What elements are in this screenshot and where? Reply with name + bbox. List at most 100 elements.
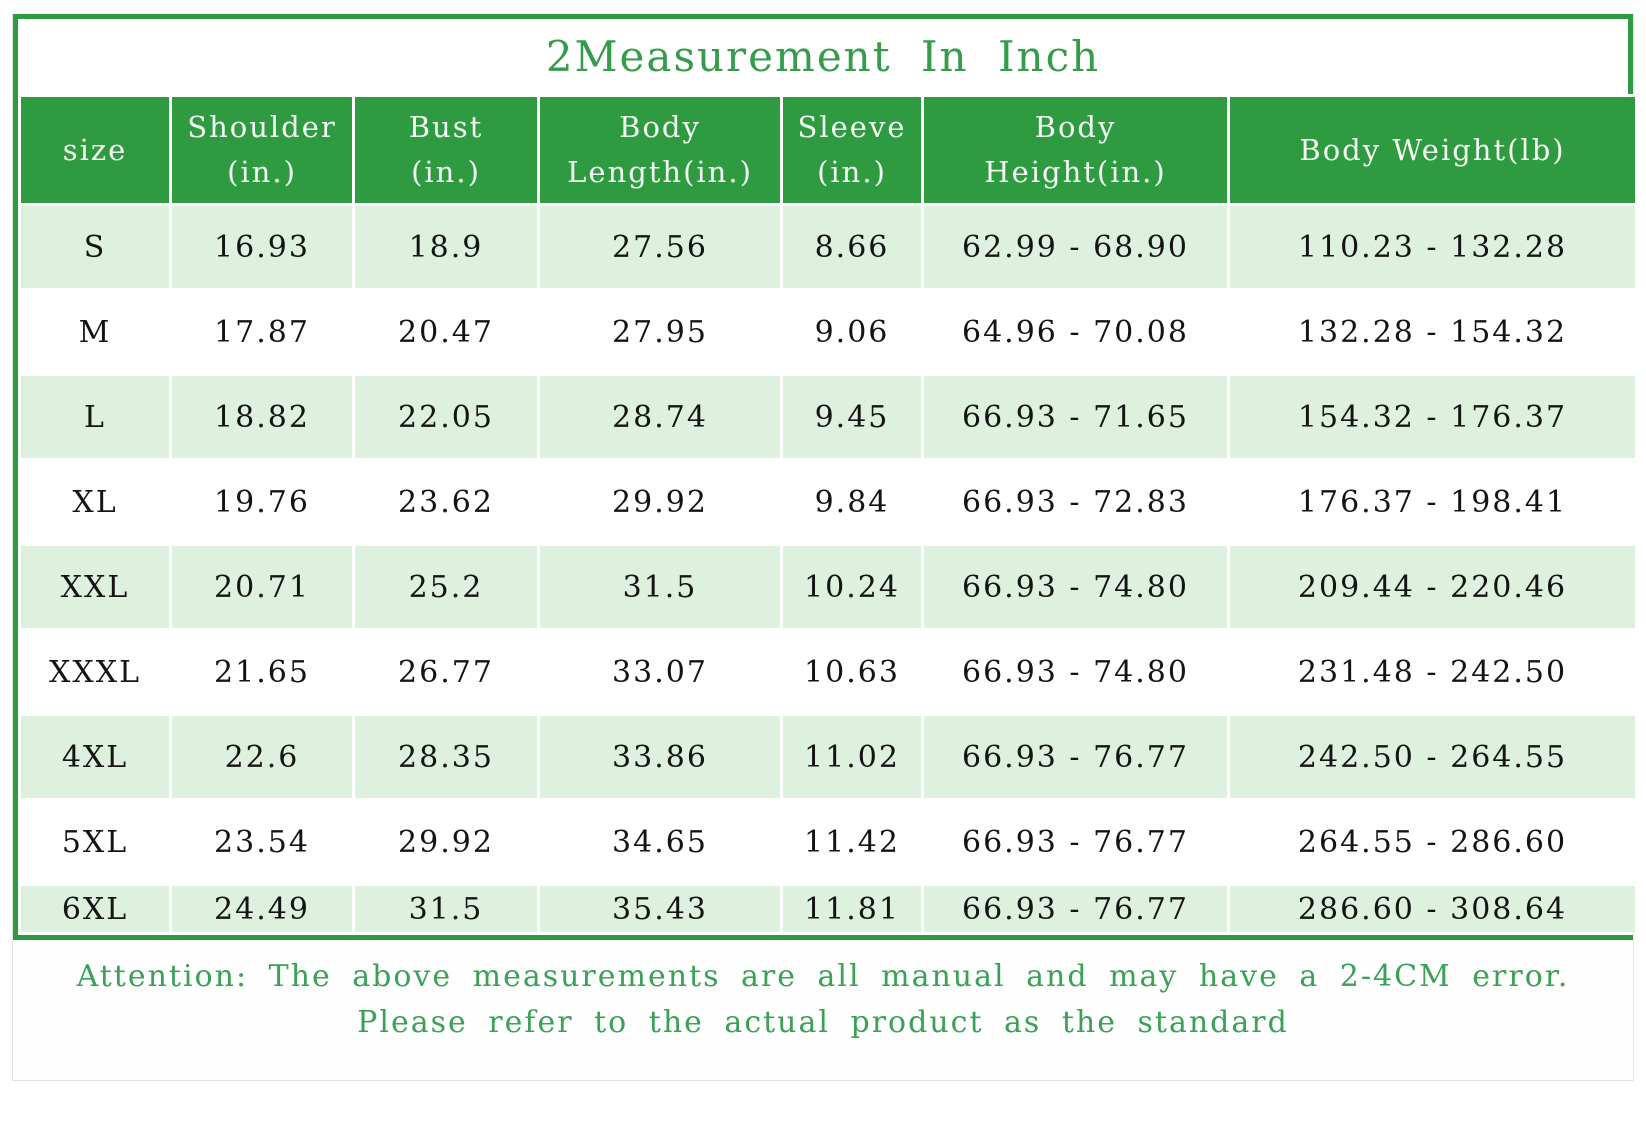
body-height-cell: 66.93 - 76.77 <box>924 716 1227 798</box>
header-line: Bust <box>408 110 484 145</box>
body-weight-cell: 264.55 - 286.60 <box>1230 801 1635 883</box>
sleeve-cell: 10.63 <box>783 631 921 713</box>
header-line: (in.) <box>817 155 887 189</box>
body-length-cell: 34.65 <box>540 801 780 883</box>
attention-line-1: Attention: The above measurements are al… <box>76 959 1570 994</box>
sleeve-cell: 11.02 <box>783 716 921 798</box>
shoulder-cell: 21.65 <box>172 631 352 713</box>
bust-cell: 18.9 <box>355 206 537 288</box>
shoulder-cell: 22.6 <box>172 716 352 798</box>
page-title: 2Measurement In Inch <box>545 32 1101 81</box>
header-line: (in.) <box>411 155 481 189</box>
header-body-length: Body Length(in.) <box>540 97 780 203</box>
sleeve-cell: 9.06 <box>783 291 921 373</box>
body-height-cell: 66.93 - 74.80 <box>924 546 1227 628</box>
header-line: Body <box>1034 110 1117 145</box>
bust-cell: 20.47 <box>355 291 537 373</box>
chart-title-row: 2Measurement In Inch <box>18 19 1628 94</box>
body-weight-cell: 242.50 - 264.55 <box>1230 716 1635 798</box>
header-sleeve: Sleeve (in.) <box>783 97 921 203</box>
sleeve-cell: 11.81 <box>783 886 921 932</box>
body-height-cell: 66.93 - 74.80 <box>924 631 1227 713</box>
bust-cell: 28.35 <box>355 716 537 798</box>
header-body-height: Body Height(in.) <box>924 97 1227 203</box>
bust-cell: 25.2 <box>355 546 537 628</box>
size-chart-image-frame: 2Measurement In Inch size Shoulde <box>12 14 1638 1081</box>
bust-cell: 23.62 <box>355 461 537 543</box>
shoulder-cell: 19.76 <box>172 461 352 543</box>
body-weight-cell: 231.48 - 242.50 <box>1230 631 1635 713</box>
body-length-cell: 29.92 <box>540 461 780 543</box>
header-line: (in.) <box>227 155 297 189</box>
body-weight-cell: 110.23 - 132.28 <box>1230 206 1635 288</box>
body-length-cell: 31.5 <box>540 546 780 628</box>
body-length-cell: 33.86 <box>540 716 780 798</box>
size-chart-box: 2Measurement In Inch size Shoulde <box>13 14 1638 940</box>
body-weight-cell: 209.44 - 220.46 <box>1230 546 1635 628</box>
size-cell: 6XL <box>21 886 169 932</box>
header-line: Body <box>619 110 701 145</box>
body-height-cell: 66.93 - 71.65 <box>924 376 1227 458</box>
header-bust: Bust (in.) <box>355 97 537 203</box>
body-weight-cell: 176.37 - 198.41 <box>1230 461 1635 543</box>
shoulder-cell: 17.87 <box>172 291 352 373</box>
body-length-cell: 35.43 <box>540 886 780 932</box>
sleeve-cell: 8.66 <box>783 206 921 288</box>
header-line: size <box>62 132 128 167</box>
sleeve-cell: 10.24 <box>783 546 921 628</box>
body-height-cell: 62.99 - 68.90 <box>924 206 1227 288</box>
attention-line-2: Please refer to the actual product as th… <box>357 1005 1289 1040</box>
shoulder-cell: 20.71 <box>172 546 352 628</box>
size-cell: XXL <box>21 546 169 628</box>
body-weight-cell: 154.32 - 176.37 <box>1230 376 1635 458</box>
size-cell: XXXL <box>21 631 169 713</box>
table-row-5xl: 5XL 23.54 29.92 34.65 11.42 66.93 - 76.7… <box>21 801 1635 883</box>
table-row-xxl: XXL 20.71 25.2 31.5 10.24 66.93 - 74.80 … <box>21 546 1635 628</box>
size-cell: L <box>21 376 169 458</box>
table-row-xxxl: XXXL 21.65 26.77 33.07 10.63 66.93 - 74.… <box>21 631 1635 713</box>
size-cell: M <box>21 291 169 373</box>
table-row-s: S 16.93 18.9 27.56 8.66 62.99 - 68.90 11… <box>21 206 1635 288</box>
header-shoulder: Shoulder (in.) <box>172 97 352 203</box>
shoulder-cell: 18.82 <box>172 376 352 458</box>
size-cell: 4XL <box>21 716 169 798</box>
bust-cell: 26.77 <box>355 631 537 713</box>
bust-cell: 22.05 <box>355 376 537 458</box>
header-line: Sleeve <box>797 110 907 145</box>
sleeve-cell: 9.84 <box>783 461 921 543</box>
header-body-weight: Body Weight(lb) <box>1230 97 1635 203</box>
sleeve-cell: 9.45 <box>783 376 921 458</box>
size-cell: 5XL <box>21 801 169 883</box>
table-row-6xl: 6XL 24.49 31.5 35.43 11.81 66.93 - 76.77… <box>21 886 1635 932</box>
body-height-cell: 66.93 - 76.77 <box>924 886 1227 932</box>
header-line: Length(in.) <box>567 155 753 189</box>
header-row: size Shoulder (in.) Bust (in.) Body <box>21 97 1635 203</box>
table-row-l: L 18.82 22.05 28.74 9.45 66.93 - 71.65 1… <box>21 376 1635 458</box>
body-length-cell: 27.56 <box>540 206 780 288</box>
shoulder-cell: 23.54 <box>172 801 352 883</box>
table-row-m: M 17.87 20.47 27.95 9.06 64.96 - 70.08 1… <box>21 291 1635 373</box>
body-length-cell: 27.95 <box>540 291 780 373</box>
body-length-cell: 33.07 <box>540 631 780 713</box>
table-row-4xl: 4XL 22.6 28.35 33.86 11.02 66.93 - 76.77… <box>21 716 1635 798</box>
header-size: size <box>21 97 169 203</box>
size-cell: S <box>21 206 169 288</box>
header-line: Shoulder <box>187 110 337 145</box>
table-row-xl: XL 19.76 23.62 29.92 9.84 66.93 - 72.83 … <box>21 461 1635 543</box>
bust-cell: 29.92 <box>355 801 537 883</box>
shoulder-cell: 16.93 <box>172 206 352 288</box>
sleeve-cell: 11.42 <box>783 801 921 883</box>
body-height-cell: 66.93 - 72.83 <box>924 461 1227 543</box>
size-table-body: S 16.93 18.9 27.56 8.66 62.99 - 68.90 11… <box>21 206 1635 932</box>
shoulder-cell: 24.49 <box>172 886 352 932</box>
bust-cell: 31.5 <box>355 886 537 932</box>
body-weight-cell: 132.28 - 154.32 <box>1230 291 1635 373</box>
body-length-cell: 28.74 <box>540 376 780 458</box>
header-line: Height(in.) <box>984 155 1167 189</box>
body-height-cell: 64.96 - 70.08 <box>924 291 1227 373</box>
body-height-cell: 66.93 - 76.77 <box>924 801 1227 883</box>
attention-note: Attention: The above measurements are al… <box>13 940 1633 1080</box>
header-line: Body Weight(lb) <box>1299 132 1566 167</box>
size-table-header: size Shoulder (in.) Bust (in.) Body <box>21 97 1635 203</box>
